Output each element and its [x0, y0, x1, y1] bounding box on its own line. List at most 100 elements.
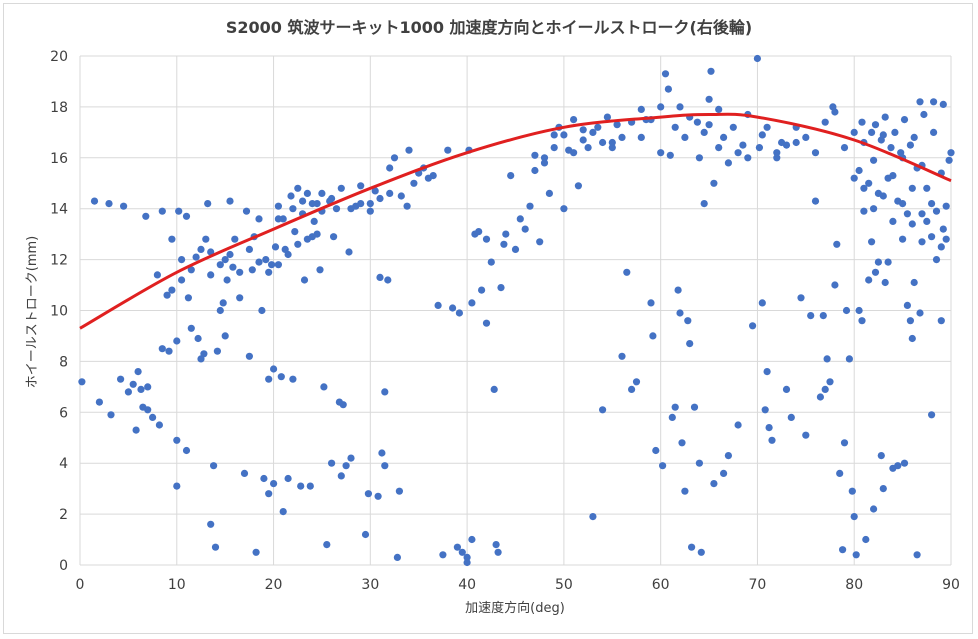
y-tick-label: 12: [50, 253, 68, 269]
data-point: [782, 385, 791, 393]
data-point: [678, 439, 686, 447]
data-point: [384, 276, 392, 284]
data-point: [158, 345, 166, 353]
data-point: [366, 207, 374, 215]
data-point: [695, 459, 704, 467]
data-point: [855, 166, 863, 175]
data-point: [173, 337, 181, 345]
data-point: [105, 200, 113, 208]
data-point: [132, 426, 140, 434]
data-point: [291, 228, 299, 236]
data-point: [274, 202, 282, 210]
data-point: [659, 462, 667, 470]
data-point: [192, 253, 200, 261]
y-tick-label: 6: [59, 405, 68, 421]
data-point: [906, 141, 915, 149]
data-point: [668, 413, 676, 421]
data-point: [268, 261, 276, 269]
data-point: [526, 202, 534, 210]
data-point: [700, 200, 708, 208]
data-point: [649, 332, 657, 340]
data-point: [618, 352, 626, 360]
data-point: [221, 332, 229, 340]
data-point: [236, 294, 244, 302]
data-point: [910, 278, 918, 287]
data-point: [144, 383, 152, 391]
data-point: [117, 375, 125, 383]
data-point: [463, 553, 471, 562]
data-point: [763, 368, 771, 376]
data-point: [78, 378, 86, 386]
data-point: [734, 149, 742, 157]
data-point: [202, 235, 210, 243]
data-point: [802, 431, 810, 439]
data-point: [840, 439, 849, 447]
data-point: [265, 375, 273, 383]
data-point: [637, 133, 645, 141]
data-point: [816, 393, 825, 401]
data-point: [811, 197, 820, 205]
data-point: [763, 123, 771, 131]
data-point: [165, 347, 173, 355]
data-point: [831, 281, 839, 289]
data-point: [868, 238, 876, 246]
data-point: [386, 164, 394, 172]
data-point: [879, 192, 887, 200]
data-point: [347, 454, 355, 462]
data-point: [536, 238, 544, 246]
data-point: [874, 258, 883, 266]
data-point: [758, 131, 766, 139]
data-point: [942, 202, 950, 210]
data-point: [908, 220, 916, 228]
data-point: [877, 136, 885, 144]
data-point: [589, 128, 597, 136]
data-point: [700, 128, 708, 136]
data-point: [906, 317, 915, 325]
data-point: [260, 474, 268, 483]
data-point: [252, 548, 260, 556]
data-point: [320, 383, 328, 391]
data-point: [932, 207, 941, 215]
data-point: [637, 105, 645, 113]
data-point: [797, 294, 805, 302]
data-point: [916, 98, 924, 106]
data-point: [265, 490, 273, 498]
data-point: [881, 113, 889, 121]
data-point: [749, 322, 757, 330]
data-point: [540, 154, 549, 162]
data-point: [761, 406, 769, 414]
data-point: [223, 276, 231, 284]
data-point: [284, 250, 292, 259]
data-point: [197, 245, 205, 253]
data-point: [221, 256, 229, 264]
data-point: [297, 482, 305, 490]
data-point: [608, 138, 616, 147]
data-point: [891, 128, 899, 136]
data-point: [887, 144, 895, 152]
data-point: [289, 375, 297, 383]
data-point: [168, 235, 176, 243]
data-point: [494, 548, 502, 556]
data-point: [608, 144, 616, 152]
data-point: [618, 133, 626, 141]
x-tick-label: 80: [845, 577, 863, 593]
data-point: [839, 546, 847, 554]
data-point: [661, 70, 670, 78]
data-point: [860, 207, 868, 215]
data-point: [478, 286, 486, 294]
data-point: [923, 184, 931, 192]
data-point: [871, 121, 880, 129]
data-point: [686, 340, 694, 348]
data-point: [848, 487, 856, 495]
data-point: [826, 378, 834, 386]
data-point: [149, 413, 157, 421]
x-tick-label: 30: [361, 577, 379, 593]
data-point: [807, 312, 815, 320]
data-point: [258, 306, 266, 315]
data-point: [393, 553, 401, 562]
data-point: [497, 284, 505, 292]
data-point: [690, 403, 699, 411]
data-point: [521, 225, 529, 233]
data-point: [242, 207, 251, 215]
data-point: [942, 235, 950, 243]
